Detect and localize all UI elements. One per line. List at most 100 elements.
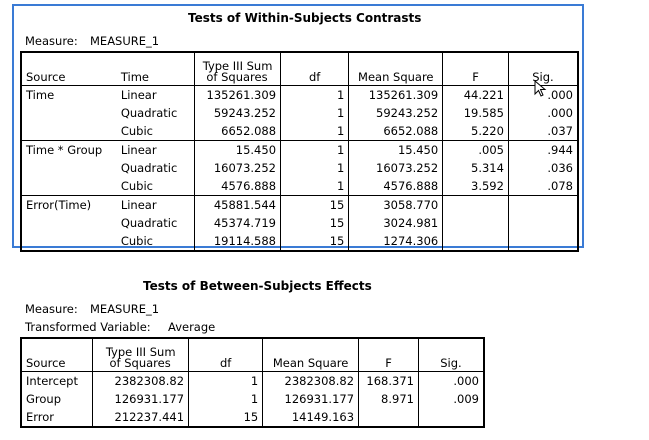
table-row: Quadratic 45374.719 15 3024.981 xyxy=(21,214,578,232)
sig-cell: .000 xyxy=(507,104,578,122)
mean-square-cell: 2382308.82 xyxy=(262,371,359,390)
source-cell xyxy=(21,214,117,232)
sig-cell: .944 xyxy=(507,140,578,159)
header-df: df xyxy=(188,338,263,372)
sig-cell: .000 xyxy=(417,371,484,390)
source-cell xyxy=(21,232,117,251)
mean-square-cell: 4576.888 xyxy=(348,177,443,196)
f-cell: 5.314 xyxy=(442,159,509,177)
table-row: Cubic 6652.088 1 6652.088 5.220.037 xyxy=(21,122,578,141)
f-cell: 168.371 xyxy=(358,371,419,390)
sum-of-squares-cell: 19114.588 xyxy=(194,232,281,251)
mean-square-cell: 14149.163 xyxy=(262,408,359,427)
table-row: Cubic 4576.888 1 4576.888 3.592.078 xyxy=(21,177,578,196)
time-cell: Quadratic xyxy=(120,160,178,175)
between-effects-title: Tests of Between-Subjects Effects xyxy=(143,279,372,293)
table-row: Intercept 2382308.82 1 2382308.82 168.371.00… xyxy=(21,371,484,390)
f-cell: 19.585 xyxy=(442,104,509,122)
df-cell: 1 xyxy=(280,177,349,196)
sum-of-squares-cell: 4576.888 xyxy=(194,177,281,196)
f-cell: 5.220 xyxy=(442,122,509,141)
df-cell: 1 xyxy=(188,371,263,390)
source-cell xyxy=(21,159,117,177)
sum-of-squares-cell: 6652.088 xyxy=(194,122,281,141)
f-cell: .005 xyxy=(442,140,509,159)
table-row: Time * Group Linear 15.450 1 15.450.005.944 xyxy=(21,140,578,159)
sig-cell xyxy=(417,408,484,427)
mean-square-cell: 59243.252 xyxy=(348,104,443,122)
sig-cell: .078 xyxy=(507,177,578,196)
table-row: Quadratic 16073.252 1 16073.252 5.314.036 xyxy=(21,159,578,177)
table-row: Error 212237.441 15 14149.163 xyxy=(21,408,484,427)
within-measure-label: Measure: xyxy=(25,34,78,48)
source-cell xyxy=(21,177,117,196)
f-cell: 8.971 xyxy=(358,390,419,408)
df-cell: 1 xyxy=(280,104,349,122)
header-df: df xyxy=(280,52,349,86)
df-cell: 15 xyxy=(280,232,349,251)
table-row: Error(Time) Linear 45881.544 15 3058.770 xyxy=(21,195,578,214)
sum-of-squares-cell: 212237.441 xyxy=(92,408,189,427)
source-cell: Time xyxy=(26,87,55,102)
time-cell: Linear xyxy=(116,140,195,159)
sum-of-squares-cell: 2382308.82 xyxy=(92,371,189,390)
f-cell xyxy=(358,408,419,427)
source-cell: Error(Time) xyxy=(21,195,117,214)
df-cell: 15 xyxy=(280,195,349,214)
mean-square-cell: 16073.252 xyxy=(348,159,443,177)
header-time: Time xyxy=(120,70,149,84)
mean-square-cell: 126931.177 xyxy=(262,390,359,408)
time-cell: Quadratic xyxy=(120,105,178,120)
f-cell xyxy=(442,195,509,214)
df-cell: 1 xyxy=(280,85,349,104)
between-effects-table: Source Type III Sum of Squares df Mean S… xyxy=(20,337,485,428)
sig-cell: .009 xyxy=(417,390,484,408)
table-header-row: Source Time Type III Sum of Squares df M… xyxy=(21,52,578,86)
sum-of-squares-cell: 45881.544 xyxy=(194,195,281,214)
mean-square-cell: 3058.770 xyxy=(348,195,443,214)
mean-square-cell: 6652.088 xyxy=(348,122,443,141)
sum-of-squares-cell: 16073.252 xyxy=(194,159,281,177)
table-row: Quadratic 59243.252 1 59243.252 19.585.000 xyxy=(21,104,578,122)
mean-square-cell: 15.450 xyxy=(348,140,443,159)
f-cell: 44.221 xyxy=(442,85,509,104)
header-mean-square: Mean Square xyxy=(348,52,443,86)
sum-of-squares-cell: 135261.309 xyxy=(194,85,281,104)
mean-square-cell: 135261.309 xyxy=(348,85,443,104)
header-sig: Sig. xyxy=(507,52,578,86)
df-cell: 1 xyxy=(188,390,263,408)
table-row: Group 126931.177 1 126931.177 8.971.009 xyxy=(21,390,484,408)
df-cell: 1 xyxy=(280,122,349,141)
sum-of-squares-cell: 126931.177 xyxy=(92,390,189,408)
header-sum-line1: Type III Sum xyxy=(202,59,273,73)
header-source: Source xyxy=(26,356,66,370)
arrow-cursor-icon xyxy=(534,80,547,97)
between-measure-value: MEASURE_1 xyxy=(90,302,160,316)
between-transformed-label: Transformed Variable: xyxy=(25,320,151,334)
table-header-row: Source Type III Sum of Squares df Mean S… xyxy=(21,338,484,372)
within-contrasts-title: Tests of Within-Subjects Contrasts xyxy=(188,11,422,25)
table-row: Cubic 19114.588 15 1274.306 xyxy=(21,232,578,251)
sig-cell: .037 xyxy=(507,122,578,141)
mean-square-cell: 3024.981 xyxy=(348,214,443,232)
sum-of-squares-cell: 15.450 xyxy=(194,140,281,159)
df-cell: 1 xyxy=(280,159,349,177)
time-cell: Linear xyxy=(120,87,157,102)
time-cell: Cubic xyxy=(120,178,153,193)
sum-of-squares-cell: 45374.719 xyxy=(194,214,281,232)
f-cell xyxy=(442,232,509,251)
mean-square-cell: 1274.306 xyxy=(348,232,443,251)
source-cell xyxy=(21,122,117,141)
between-transformed-value: Average xyxy=(168,320,216,334)
source-cell: Error xyxy=(26,409,55,424)
f-cell xyxy=(442,214,509,232)
df-cell: 15 xyxy=(280,214,349,232)
within-measure-value: MEASURE_1 xyxy=(90,34,160,48)
header-sum-line1: Type III Sum xyxy=(105,345,176,359)
sig-cell xyxy=(507,214,578,232)
table-row: Time Linear 135261.309 1 135261.309 44.221.00… xyxy=(21,85,578,104)
source-cell: Time * Group xyxy=(21,140,117,159)
time-cell: Quadratic xyxy=(120,215,178,230)
sig-cell xyxy=(507,232,578,251)
header-sum-line2: of Squares xyxy=(206,70,268,84)
